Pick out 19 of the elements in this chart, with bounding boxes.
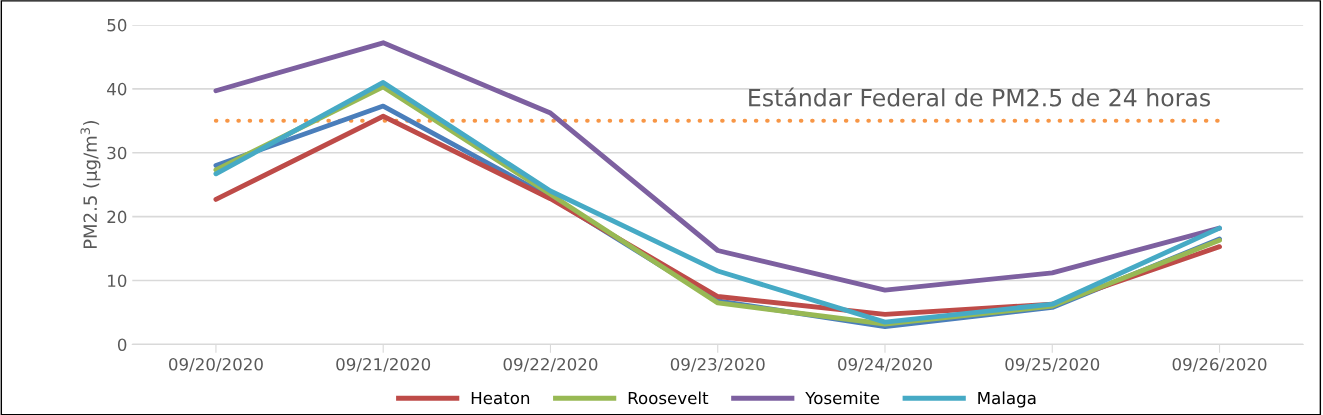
- x-tick-label: 09/22/2020: [503, 357, 598, 372]
- x-tick-label: 09/24/2020: [838, 357, 932, 372]
- y-tick-label: 50: [107, 18, 127, 32]
- legend-label: Heaton: [471, 391, 530, 405]
- x-tick-label: 09/25/2020: [1005, 357, 1100, 372]
- y-tick-label: 0: [117, 338, 127, 352]
- y-axis-title: PM2.5 (µg/m$^{3}$): [80, 121, 101, 249]
- y-tick-label: 30: [107, 146, 127, 160]
- x-tick-label: 09/26/2020: [1172, 357, 1267, 372]
- y-tick-label: 40: [107, 82, 127, 96]
- legend-label: Yosemite: [805, 391, 880, 405]
- y-tick-label: 20: [107, 210, 127, 224]
- x-tick-label: 09/21/2020: [336, 357, 431, 372]
- y-tick-label: 10: [108, 274, 127, 288]
- ref-line-label: Estándar Federal de PM2.5 de 24 horas: [749, 87, 1211, 107]
- x-tick-label: 09/20/2020: [169, 357, 263, 372]
- x-tick-label: 09/23/2020: [670, 357, 765, 372]
- legend-label: Roosevelt: [628, 391, 709, 405]
- legend-label: Malaga: [978, 391, 1036, 408]
